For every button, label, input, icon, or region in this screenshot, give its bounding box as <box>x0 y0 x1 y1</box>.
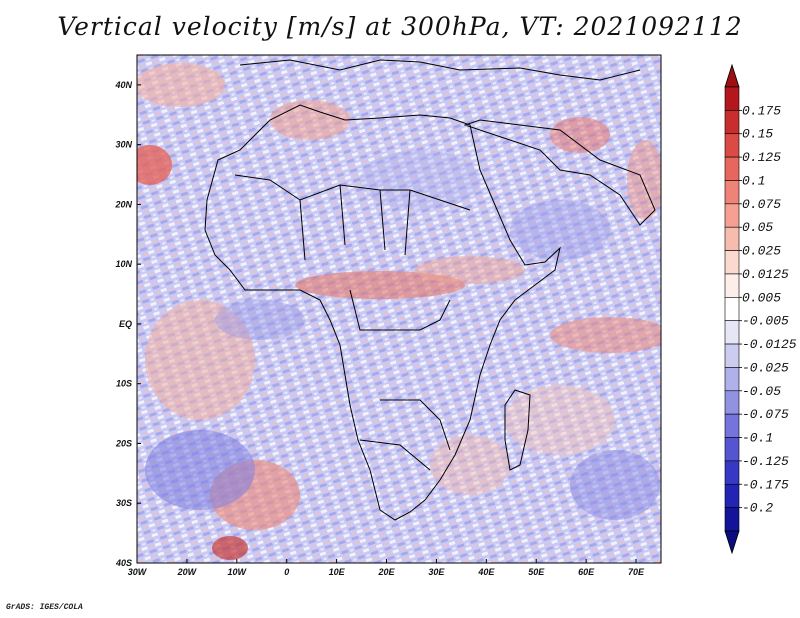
x-tick-label: 20E <box>378 567 396 577</box>
colorbar-label: -0.05 <box>742 384 781 399</box>
credit-label: GrADS: IGES/COLA <box>6 603 83 612</box>
colorbar-swatch <box>724 110 740 135</box>
colorbar-swatch <box>724 180 740 205</box>
colorbar-label: 0.075 <box>742 197 781 212</box>
colorbar-swatch <box>724 203 740 228</box>
x-tick-label: 0 <box>284 567 289 577</box>
y-tick-label: 20S <box>115 438 132 448</box>
velocity-field <box>137 55 661 563</box>
colorbar-label: 0.175 <box>742 103 781 118</box>
x-tick-label: 10W <box>228 567 248 577</box>
y-axis-ticks: 40N 30N 20N 10N EQ 10S 20S 30S 40S <box>114 80 141 568</box>
colorbar: 0.175 0.15 0.125 0.1 0.075 0.05 0.025 0.0125 0.0… <box>724 63 797 555</box>
y-tick-label: EQ <box>119 319 132 329</box>
colorbar-swatch <box>724 483 740 508</box>
colorbar-label: -0.075 <box>742 407 789 422</box>
colorbar-label: 0.1 <box>742 173 765 188</box>
colorbar-swatch <box>724 133 740 158</box>
colorbar-label: -0.1 <box>742 431 773 446</box>
colorbar-label: 0.125 <box>742 150 781 165</box>
y-tick-label: 10S <box>116 379 132 389</box>
x-tick-label: 30W <box>128 567 148 577</box>
colorbar-swatch <box>724 507 740 532</box>
colorbar-label: -0.125 <box>742 454 789 469</box>
x-tick-label: 10E <box>329 567 346 577</box>
colorbar-swatch <box>724 156 740 181</box>
colorbar-swatch <box>724 437 740 462</box>
x-tick-label: 30E <box>428 567 445 577</box>
chart-title: Vertical velocity [m/s] at 300hPa, VT: 2… <box>57 12 743 41</box>
y-tick-label: 40S <box>115 558 132 568</box>
colorbar-label: -0.025 <box>742 360 789 375</box>
x-tick-label: 50E <box>528 567 545 577</box>
colorbar-swatch <box>724 297 740 321</box>
colorbar-swatch <box>724 320 740 345</box>
y-tick-label: 40N <box>114 80 132 90</box>
colorbar-label: 0.0125 <box>742 267 789 282</box>
colorbar-label: -0.175 <box>742 477 789 492</box>
x-axis-ticks: 30W 20W 10W 0 10E 20E 30E 40E 50E 60E 70E <box>128 559 645 577</box>
y-tick-label: 10N <box>115 259 132 269</box>
colorbar-label: -0.005 <box>742 314 789 329</box>
x-tick-label: 40E <box>477 567 495 577</box>
colorbar-swatch <box>724 343 740 368</box>
colorbar-swatch <box>724 460 740 485</box>
colorbar-label: 0.15 <box>742 127 773 142</box>
colorbar-label: -0.0125 <box>742 337 797 352</box>
colorbar-label: 0.05 <box>742 220 773 235</box>
map-frame <box>136 54 662 564</box>
y-tick-label: 30S <box>116 498 132 508</box>
x-tick-label: 70E <box>628 567 645 577</box>
coastlines <box>204 59 656 521</box>
colorbar-top-arrow <box>724 63 740 88</box>
colorbar-swatch <box>724 413 740 438</box>
colorbar-swatch <box>724 86 740 111</box>
colorbar-label: -0.2 <box>742 501 773 516</box>
x-tick-label: 20W <box>177 567 198 577</box>
colorbar-swatch <box>724 273 740 298</box>
colorbar-swatch <box>724 390 740 415</box>
y-tick-label: 30N <box>115 140 132 150</box>
colorbar-label: 0.025 <box>742 244 781 259</box>
y-tick-label: 20N <box>114 199 132 209</box>
colorbar-swatch <box>724 226 740 251</box>
colorbar-bottom-arrow <box>724 530 740 555</box>
colorbar-swatch <box>724 367 740 392</box>
colorbar-swatch <box>724 250 740 275</box>
x-tick-label: 60E <box>578 567 595 577</box>
colorbar-label: 0.005 <box>742 290 781 305</box>
